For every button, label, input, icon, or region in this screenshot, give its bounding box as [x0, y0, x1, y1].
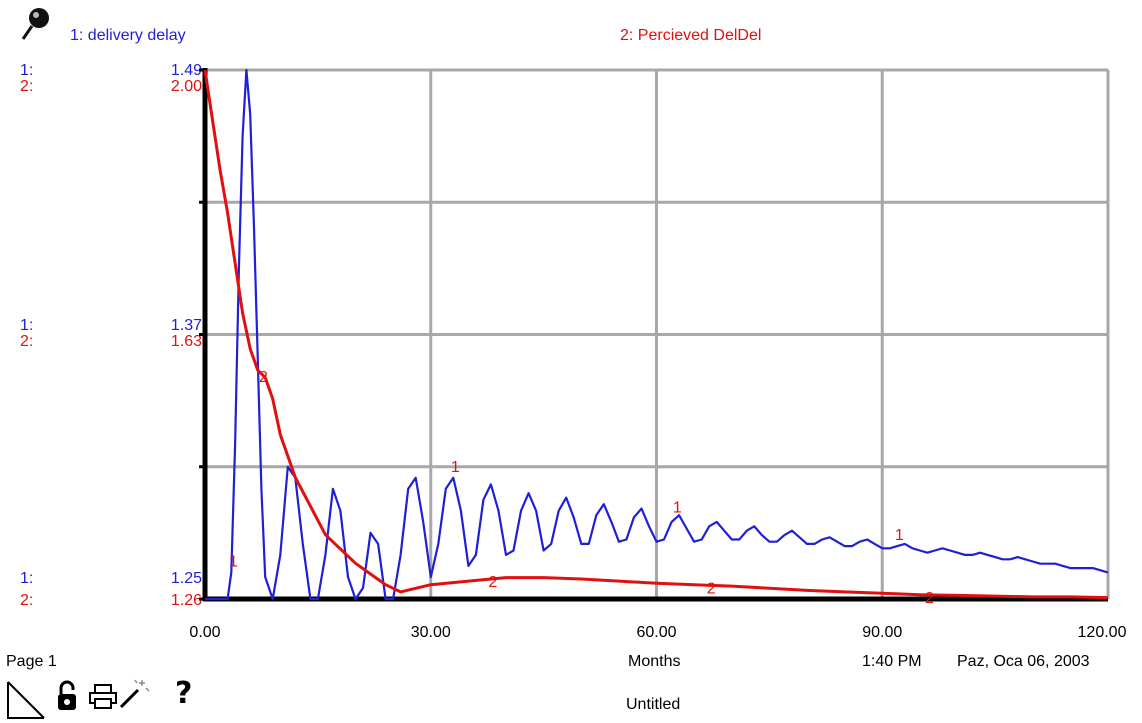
- axes: [199, 68, 1108, 602]
- y-top-value-2: 2.00: [170, 78, 202, 95]
- series-1-marker-0: 1: [229, 554, 238, 571]
- y-bottom-prefix-1: 1:: [20, 570, 34, 587]
- series-2-marker-0: 2: [259, 369, 268, 386]
- x-tick-label-120: 120.00: [1078, 624, 1127, 641]
- y-bottom-value-2: 1.26: [170, 592, 202, 609]
- series-1-line: [205, 68, 1109, 601]
- y-mid-value-1: 1.37: [170, 317, 202, 334]
- series-1-legend: 1: delivery delay: [70, 27, 186, 44]
- y-top-prefix-1: 1:: [20, 62, 34, 79]
- help-icon[interactable]: ?: [175, 676, 193, 711]
- series-1-marker-2: 1: [673, 500, 682, 517]
- lock-icon[interactable]: [56, 680, 78, 712]
- x-tick-label-90: 90.00: [862, 624, 902, 641]
- time-label: 1:40 PM: [862, 653, 922, 670]
- x-axis-units: Months: [628, 653, 681, 670]
- series-2-legend: 2: Percieved DelDel: [620, 27, 762, 44]
- y-mid-value-2: 1.63: [170, 333, 202, 350]
- magic-wand-icon[interactable]: [118, 678, 150, 710]
- series-1-marker-1: 1: [451, 459, 460, 476]
- x-tick-label-60: 60.00: [636, 624, 676, 641]
- series-2-line: [203, 69, 1109, 600]
- x-tick-label-0: 0.00: [189, 624, 220, 641]
- y-bottom-value-1: 1.25: [170, 570, 202, 587]
- y-bottom-prefix-2: 2:: [20, 592, 34, 609]
- series-2-marker-2: 2: [707, 580, 716, 597]
- y-top-prefix-2: 2:: [20, 78, 34, 95]
- series-markers: 1 1 1 1 2 2 2 2: [229, 369, 934, 607]
- series-lines: [203, 68, 1109, 601]
- series-2-marker-3: 2: [925, 590, 934, 607]
- printer-icon[interactable]: [88, 684, 118, 710]
- x-tick-label-30: 30.00: [411, 624, 451, 641]
- date-label: Paz, Oca 06, 2003: [957, 653, 1090, 670]
- series-1-marker-3: 1: [895, 527, 904, 544]
- pin-icon[interactable]: [20, 6, 50, 42]
- corner-triangle-icon[interactable]: [6, 680, 46, 720]
- y-mid-prefix-2: 2:: [20, 333, 34, 350]
- x-tick-labels: 0.00 30.00 60.00 90.00 120.00: [189, 624, 1126, 641]
- series-2-marker-1: 2: [488, 574, 497, 591]
- document-title: Untitled: [626, 696, 681, 713]
- page-label: Page 1: [6, 653, 57, 670]
- y-mid-prefix-1: 1:: [20, 317, 34, 334]
- grid: [205, 68, 1110, 599]
- y-top-value-1: 1.49: [170, 62, 202, 79]
